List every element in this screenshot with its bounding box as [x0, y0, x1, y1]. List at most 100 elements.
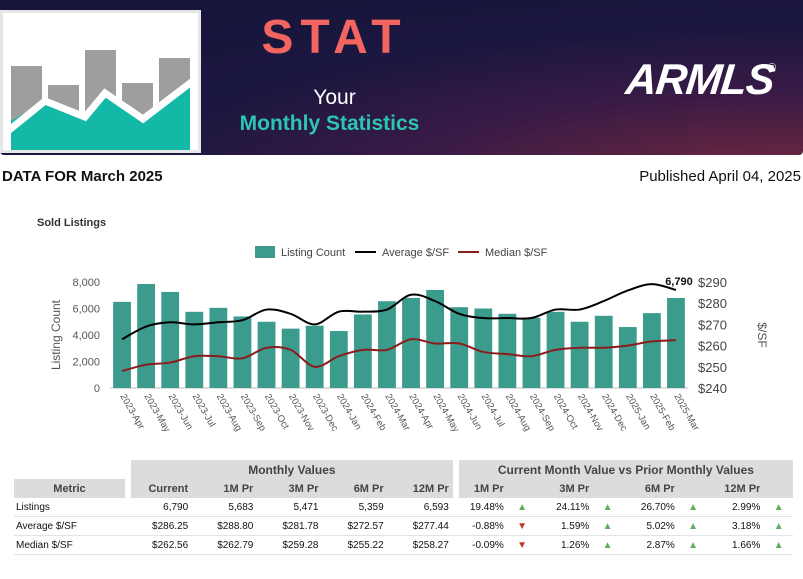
bar-listing-count	[161, 291, 180, 388]
legend-label: Average $/SF	[382, 247, 449, 259]
legend-swatch-listing-count	[255, 246, 275, 258]
y2-tick-label: $240	[698, 381, 727, 396]
row-cmp-1m: -0.09%	[452, 536, 508, 555]
trend-up-icon: ▲	[678, 536, 708, 555]
row-1m: $262.79	[192, 536, 258, 555]
row-12m: 6,593	[387, 498, 453, 517]
trend-down-icon: ▼	[507, 517, 537, 536]
trend-up-icon: ▲	[507, 498, 537, 517]
row-cmp-3m: 1.26%	[536, 536, 594, 555]
group-header-monthly: Monthly Values	[124, 460, 453, 479]
bar-listing-count	[642, 313, 661, 388]
row-current: 6,790	[124, 498, 193, 517]
armls-logo: ARMLS	[623, 56, 777, 104]
bar-listing-count	[522, 317, 541, 388]
row-cmp-12m: 2.99%	[707, 498, 765, 517]
y2-axis-title: $/SF	[755, 322, 769, 347]
row-cmp-6m: 5.02%	[621, 517, 679, 536]
col-cmp-12m: 12M Pr	[707, 479, 765, 498]
published-date: Published April 04, 2025	[639, 168, 801, 185]
bar-listing-count	[353, 314, 372, 388]
bar-listing-count	[113, 301, 131, 388]
data-period-title: DATA FOR March 2025	[2, 168, 163, 185]
trend-up-icon: ▲	[678, 498, 708, 517]
col-cmp-1m-arrow	[507, 479, 537, 498]
col-3m: 3M Pr	[257, 479, 323, 498]
y-tick-label: 0	[94, 383, 100, 395]
bar-listing-count	[474, 308, 493, 388]
metrics-table: Monthly Values Current Month Value vs Pr…	[14, 460, 793, 555]
banner-subtitle: Monthly Statistics	[239, 112, 420, 135]
row-3m: $259.28	[257, 536, 323, 555]
col-cmp-6m: 6M Pr	[621, 479, 679, 498]
bar-listing-count	[498, 313, 517, 388]
row-current: $286.25	[124, 517, 193, 536]
y-tick-label: 2,000	[72, 357, 100, 369]
bar-listing-count	[233, 316, 252, 388]
row-6m: 5,359	[322, 498, 388, 517]
row-3m: $281.78	[257, 517, 323, 536]
trend-up-icon: ▲	[593, 536, 622, 555]
group-header-compare: Current Month Value vs Prior Monthly Val…	[452, 460, 793, 479]
row-12m: $277.44	[387, 517, 453, 536]
col-cmp-6m-arrow	[678, 479, 708, 498]
col-12m: 12M Pr	[387, 479, 453, 498]
row-cmp-1m: -0.88%	[452, 517, 508, 536]
y2-tick-label: $250	[698, 360, 727, 375]
row-cmp-12m: 1.66%	[707, 536, 765, 555]
table-row: Median $/SF $262.56 $262.79 $259.28 $255…	[14, 536, 793, 555]
table-row: Listings 6,790 5,683 5,471 5,359 6,593 1…	[14, 498, 793, 517]
row-6m: $255.22	[322, 536, 388, 555]
row-current: $262.56	[124, 536, 193, 555]
row-1m: $288.80	[192, 517, 258, 536]
bar-listing-count	[281, 328, 300, 388]
col-6m: 6M Pr	[322, 479, 388, 498]
row-1m: 5,683	[192, 498, 258, 517]
row-metric: Listings	[14, 498, 125, 517]
stat-logo	[0, 10, 201, 153]
data-label-last: 6,790	[665, 276, 693, 288]
bar-listing-count	[305, 325, 324, 388]
row-6m: $272.57	[322, 517, 388, 536]
y-tick-label: 8,000	[72, 277, 100, 289]
row-cmp-6m: 2.87%	[621, 536, 679, 555]
bar-listing-count	[137, 283, 156, 388]
col-current: Current	[124, 479, 193, 498]
bar-listing-count	[185, 311, 204, 388]
trend-up-icon: ▲	[764, 498, 793, 517]
row-metric: Average $/SF	[14, 517, 125, 536]
bar-listing-count	[329, 331, 348, 388]
col-metric: Metric	[14, 479, 125, 498]
bar-listing-count	[402, 297, 420, 388]
trend-up-icon: ▲	[764, 536, 793, 555]
bar-listing-count	[209, 307, 228, 388]
bar-listing-count	[618, 327, 637, 388]
row-cmp-1m: 19.48%	[452, 498, 508, 517]
metric-header-blank	[14, 460, 125, 479]
table-row: Average $/SF $286.25 $288.80 $281.78 $27…	[14, 517, 793, 536]
row-3m: 5,471	[257, 498, 323, 517]
trend-up-icon: ▲	[764, 517, 793, 536]
row-cmp-3m: 24.11%	[536, 498, 594, 517]
row-cmp-3m: 1.59%	[536, 517, 594, 536]
line-median-psf	[121, 338, 677, 373]
bar-listing-count	[594, 315, 613, 388]
bar-chart-logo-icon	[3, 50, 198, 150]
registered-mark: ®	[768, 62, 777, 74]
bar-listing-count	[257, 321, 276, 388]
col-cmp-3m-arrow	[593, 479, 622, 498]
header-banner: STAT Your Monthly Statistics ARMLS ®	[0, 0, 803, 155]
bar-listing-count	[426, 289, 445, 388]
bar-listing-count	[450, 307, 469, 388]
y-tick-label: 6,000	[72, 304, 100, 316]
row-12m: $258.27	[387, 536, 453, 555]
y2-tick-label: $270	[698, 317, 727, 332]
trend-up-icon: ▲	[678, 517, 708, 536]
line-average-psf	[121, 283, 677, 341]
row-metric: Median $/SF	[14, 536, 125, 555]
trend-up-icon: ▲	[593, 517, 622, 536]
bar-listing-count	[570, 321, 589, 388]
banner-title: STAT	[261, 11, 408, 64]
y2-tick-label: $260	[698, 339, 727, 354]
trend-up-icon: ▲	[593, 498, 622, 517]
